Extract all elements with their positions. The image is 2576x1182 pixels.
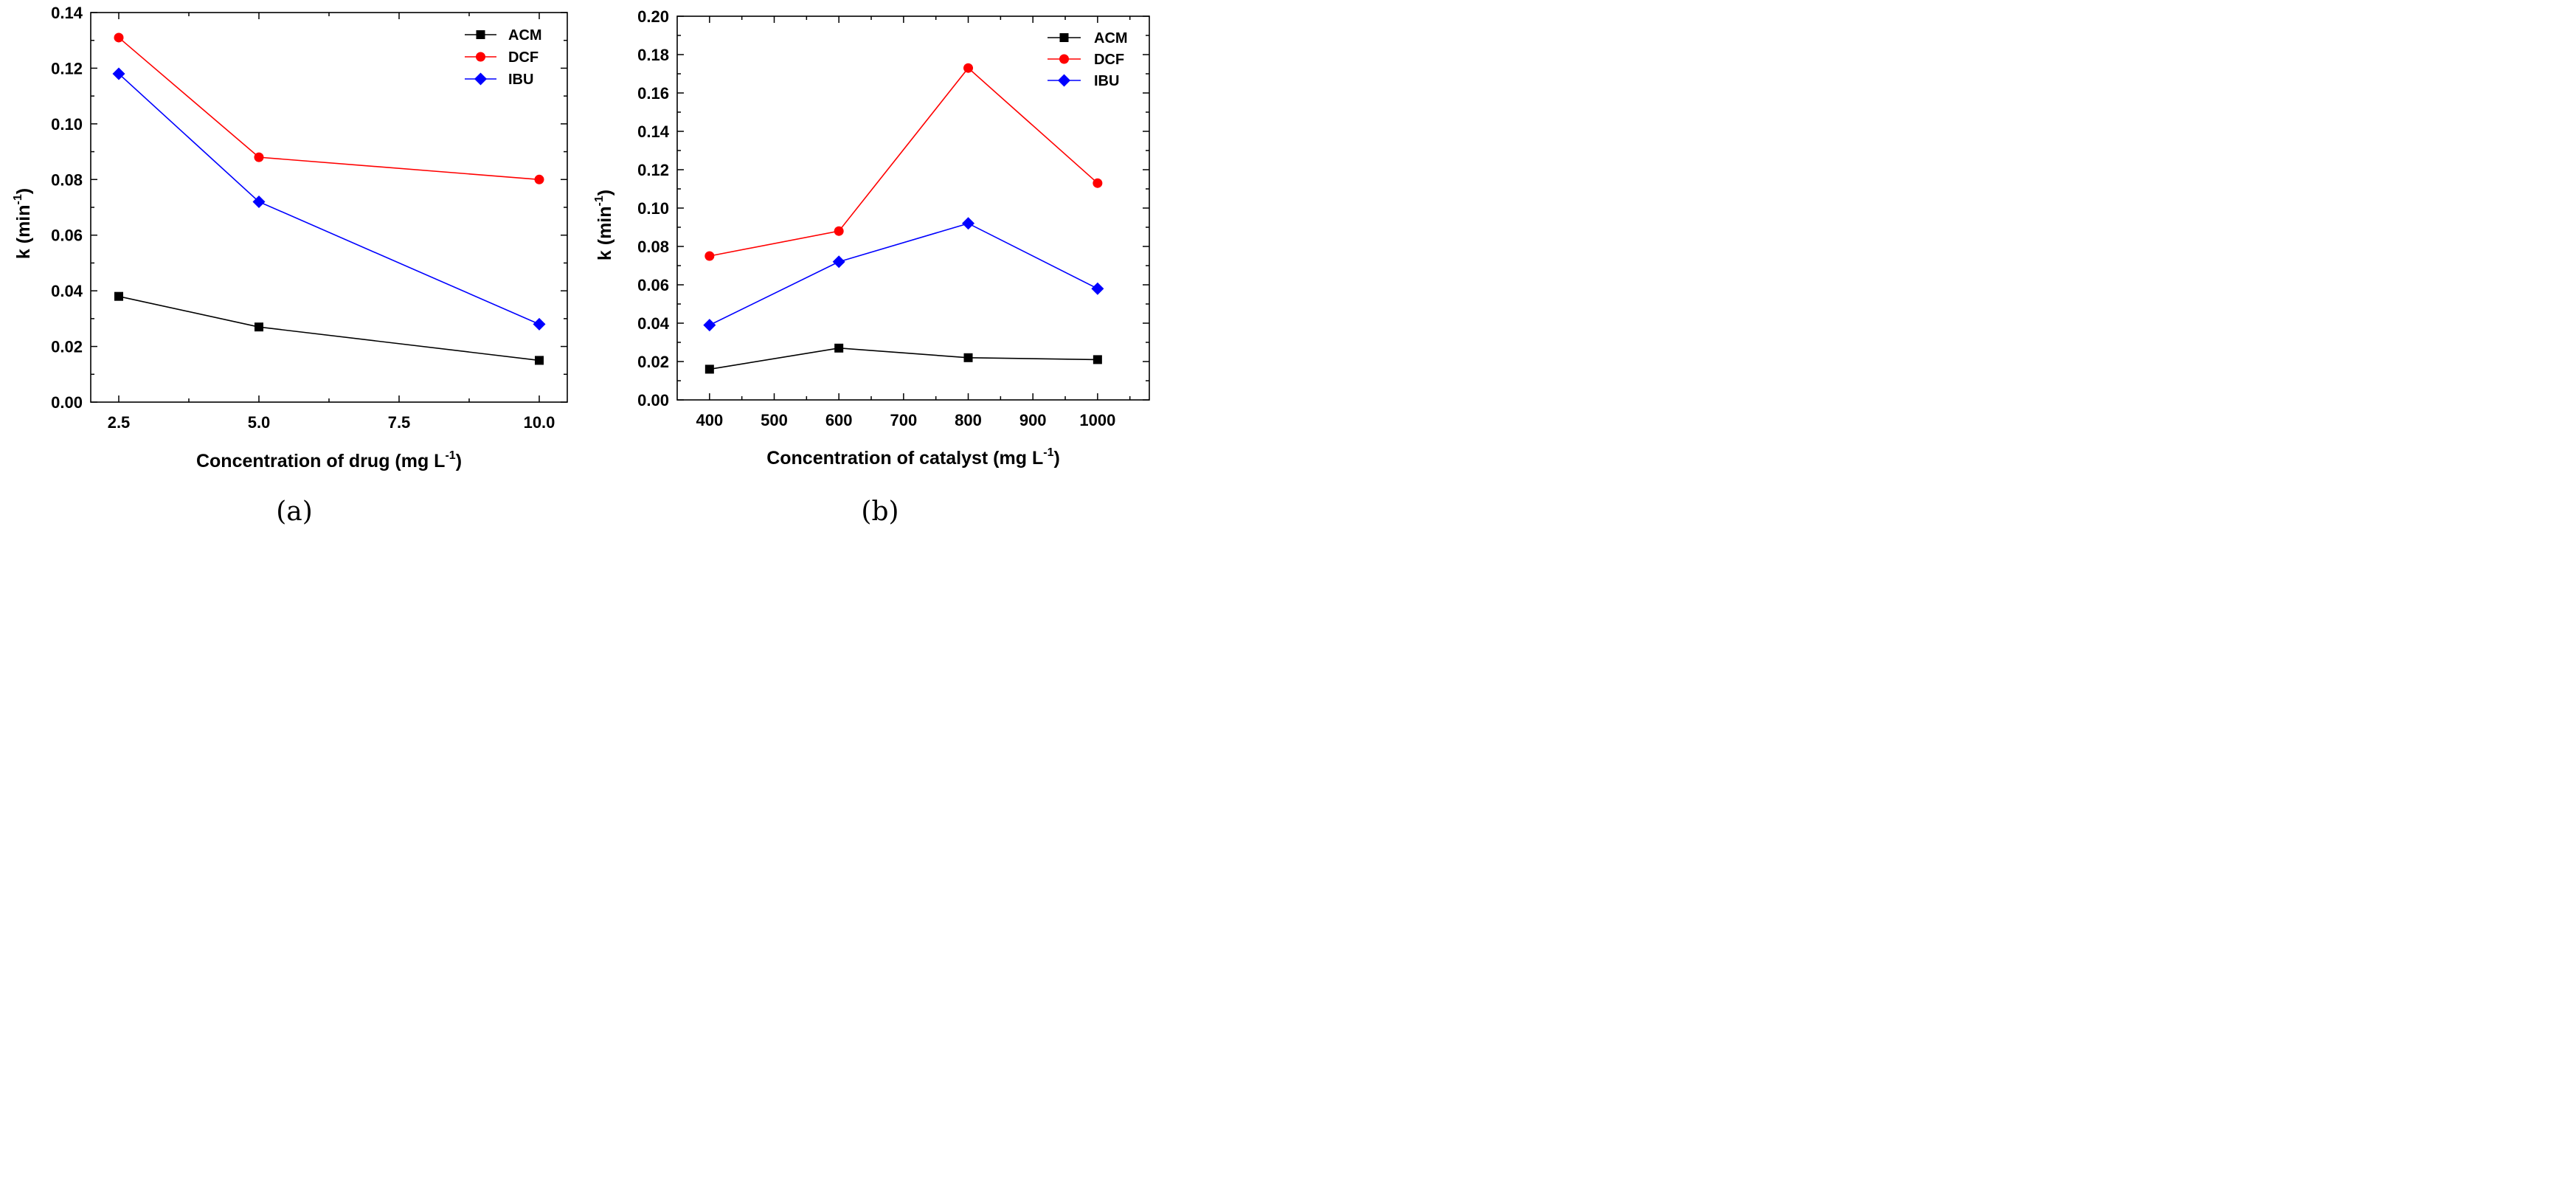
axis-ticks-b: 0.00 0.02 0.04 0.06 0.08 0.10 0.12 0.14 0.16 0.18… <box>637 7 1149 429</box>
y-tick-label: 0.12 <box>51 59 83 77</box>
data-point-ibu <box>252 195 266 208</box>
data-point-dcf <box>1093 178 1103 188</box>
y-tick-label: 0.14 <box>637 122 670 141</box>
data-point-dcf <box>114 32 124 43</box>
x-tick-label: 800 <box>955 411 982 429</box>
y-tick-label: 0.00 <box>51 393 83 412</box>
y-axis-label-b: k (min-1) <box>593 190 615 260</box>
data-point-acm <box>114 291 123 301</box>
y-tick-label: 0.02 <box>637 353 669 371</box>
x-tick-label: 5.0 <box>248 413 271 432</box>
series-line-ibu <box>709 222 1098 326</box>
x-axis-label-a: Concentration of drug (mg L-1) <box>196 449 462 471</box>
data-point-dcf <box>254 152 264 162</box>
x-tick-label: 500 <box>761 411 788 429</box>
data-point-ibu <box>962 217 975 230</box>
legend-label-dcf: DCF <box>1094 52 1124 68</box>
y-tick-label: 0.08 <box>637 238 669 256</box>
y-tick-label: 0.16 <box>637 84 669 103</box>
panel-label-b: (b) <box>861 497 899 527</box>
series-layer-b <box>703 63 1104 374</box>
data-point-acm <box>255 322 263 332</box>
y-tick-label: 0.02 <box>51 338 83 356</box>
x-tick-label: 1000 <box>1079 411 1115 429</box>
x-tick-label: 600 <box>825 411 853 429</box>
x-tick-label: 400 <box>696 411 723 429</box>
y-axis-label-a: k (min-1) <box>12 188 34 259</box>
legend-marker-dcf <box>1059 54 1069 64</box>
y-tick-label: 0.06 <box>637 276 669 294</box>
y-tick-label: 0.00 <box>637 391 669 409</box>
data-point-ibu <box>533 317 546 331</box>
data-point-acm <box>963 353 973 362</box>
data-point-dcf <box>704 251 715 261</box>
legend-marker-ibu <box>1058 74 1070 87</box>
x-tick-label: 7.5 <box>388 413 411 432</box>
y-tick-label: 0.20 <box>637 7 669 26</box>
series-line-ibu <box>118 73 540 325</box>
panel-label-a: (a) <box>276 497 313 527</box>
legend-label-ibu: IBU <box>508 72 533 88</box>
legend-a: ACM DCF IBU <box>465 27 542 88</box>
data-point-acm <box>1093 355 1102 364</box>
series-line-acm <box>118 295 540 362</box>
data-point-acm <box>834 343 844 353</box>
y-tick-label: 0.04 <box>51 282 83 300</box>
y-tick-label: 0.04 <box>637 314 670 333</box>
plot-frame-b <box>676 15 1150 401</box>
data-point-ibu <box>1091 282 1104 295</box>
axis-ticks-a: 0.00 0.02 0.04 0.06 0.08 0.10 0.12 0.14 2.5 5.0 7.… <box>51 4 567 432</box>
chart-panel-b: 0.00 0.02 0.04 0.06 0.08 0.10 0.12 0.14 0.16 0.18… <box>593 7 1150 527</box>
series-layer-a <box>112 32 546 365</box>
series-line-dcf <box>709 67 1098 257</box>
data-point-acm <box>535 356 544 365</box>
y-tick-label: 0.06 <box>51 227 83 245</box>
data-point-ibu <box>703 319 716 332</box>
x-tick-label: 900 <box>1019 411 1047 429</box>
data-point-dcf <box>963 63 974 73</box>
y-tick-label: 0.10 <box>51 115 83 134</box>
data-point-ibu <box>832 255 845 269</box>
y-tick-label: 0.18 <box>637 46 669 64</box>
y-tick-label: 0.12 <box>637 161 669 179</box>
y-tick-label: 0.08 <box>51 170 83 189</box>
plot-frame-a <box>90 12 568 403</box>
legend-marker-acm <box>1059 33 1069 42</box>
series-line-acm <box>709 347 1098 370</box>
data-point-dcf <box>534 174 544 184</box>
data-point-ibu <box>112 67 125 80</box>
legend-marker-dcf <box>476 52 485 62</box>
x-tick-label: 700 <box>890 411 917 429</box>
x-axis-label-b: Concentration of catalyst (mg L-1) <box>766 446 1060 469</box>
legend-b: ACM DCF IBU <box>1048 30 1128 89</box>
legend-label-acm: ACM <box>1094 30 1128 46</box>
x-tick-label: 2.5 <box>108 413 131 432</box>
legend-label-acm: ACM <box>508 27 542 44</box>
figure: 0.00 0.02 0.04 0.06 0.08 0.10 0.12 0.14 2.5 5.0 7.… <box>12 4 1150 527</box>
chart-panel-a: 0.00 0.02 0.04 0.06 0.08 0.10 0.12 0.14 2.5 5.0 7.… <box>12 4 568 527</box>
y-tick-label: 0.14 <box>51 4 83 22</box>
data-point-acm <box>704 364 714 374</box>
y-tick-label: 0.10 <box>637 199 669 218</box>
legend-marker-ibu <box>474 72 487 86</box>
x-tick-label: 10.0 <box>524 413 555 432</box>
series-line-dcf <box>118 37 540 181</box>
legend-marker-acm <box>476 30 485 39</box>
legend-label-dcf: DCF <box>508 49 539 66</box>
legend-label-ibu: IBU <box>1094 73 1119 89</box>
data-point-dcf <box>834 226 844 236</box>
